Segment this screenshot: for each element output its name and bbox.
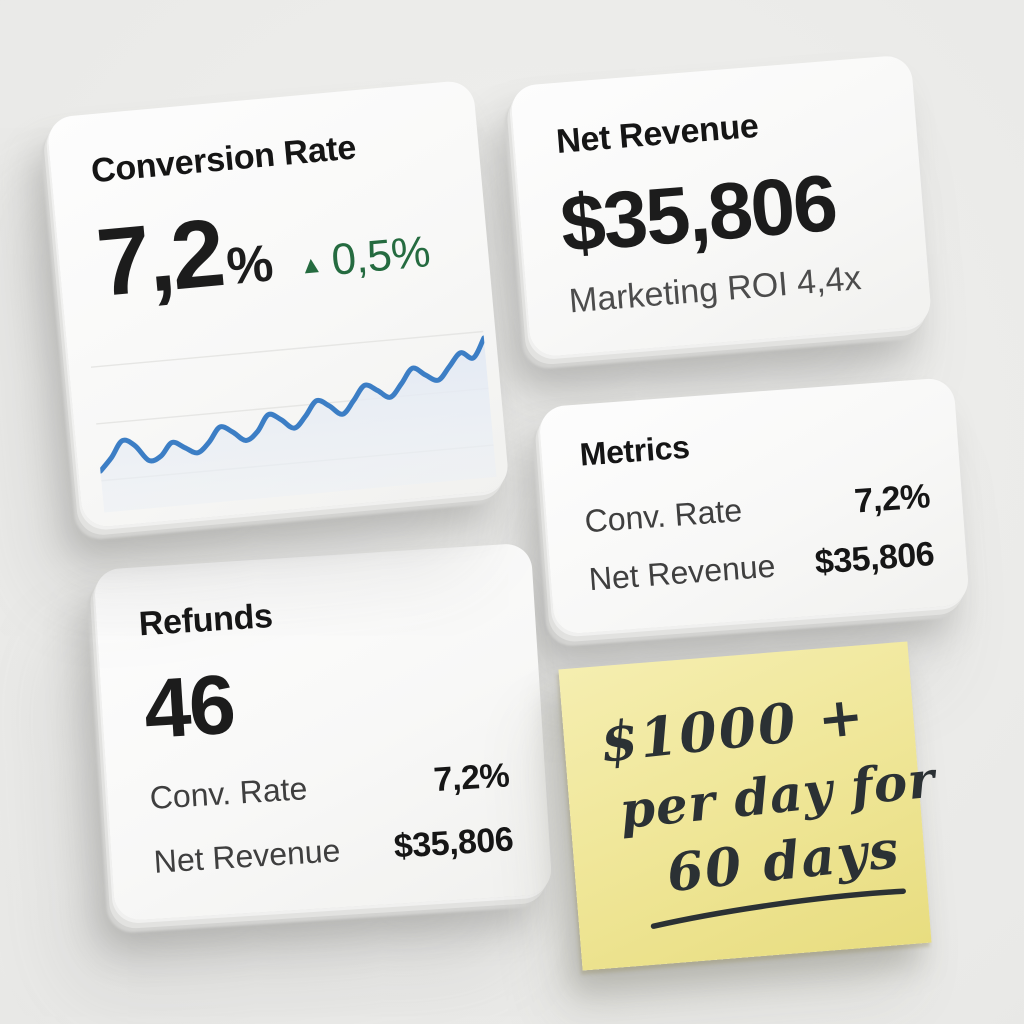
triangle-up-icon: ▲ xyxy=(298,250,325,280)
metrics-row-net-revenue: Net Revenue $35,806 xyxy=(588,535,936,599)
conversion-rate-title: Conversion Rate xyxy=(89,128,358,191)
hand-underline-stroke xyxy=(650,888,906,929)
metric-value: 7,2% xyxy=(853,477,932,521)
conversion-rate-card: Conversion Rate 7,2 % ▲ 0,5% xyxy=(46,79,510,529)
conversion-rate-value: 7,2 xyxy=(92,199,227,317)
metric-label: Net Revenue xyxy=(587,547,777,598)
conversion-rate-value-row: 7,2 % ▲ 0,5% xyxy=(92,186,432,317)
metric-label: Conv. Rate xyxy=(583,491,744,540)
refunds-title: Refunds xyxy=(137,596,274,644)
metric-value: $35,806 xyxy=(813,534,936,582)
metrics-card: Metrics Conv. Rate 7,2% Net Revenue $35,… xyxy=(538,377,970,635)
conversion-rate-delta: ▲ 0,5% xyxy=(297,227,432,289)
net-revenue-title: Net Revenue xyxy=(554,106,760,161)
metric-label: Net Revenue xyxy=(152,832,342,880)
metric-label: Conv. Rate xyxy=(148,770,309,816)
conversion-rate-delta-value: 0,5% xyxy=(329,227,432,285)
conversion-sparkline xyxy=(87,290,497,513)
sparkline-fill-path xyxy=(100,337,497,513)
refunds-value: 46 xyxy=(141,656,237,757)
conversion-rate-unit: % xyxy=(224,234,276,297)
metrics-row-conv-rate: Conv. Rate 7,2% xyxy=(583,477,931,541)
refunds-card: Refunds 46 Conv. Rate 7,2% Net Revenue $… xyxy=(93,542,553,922)
refunds-row-conv-rate: Conv. Rate 7,2% xyxy=(149,756,511,818)
metrics-title: Metrics xyxy=(578,428,691,473)
net-revenue-card: Net Revenue $35,806 Marketing ROI 4,4x xyxy=(509,54,933,358)
net-revenue-subtitle: Marketing ROI 4,4x xyxy=(567,259,863,321)
metric-value: 7,2% xyxy=(432,756,511,800)
sparkline-svg xyxy=(90,330,497,513)
sticky-note: $1000 + per day for 60 days xyxy=(558,641,938,971)
metric-value: $35,806 xyxy=(392,820,515,866)
sparkline-line-path xyxy=(97,335,487,474)
net-revenue-value: $35,806 xyxy=(557,157,839,269)
refunds-row-net-revenue: Net Revenue $35,806 xyxy=(153,820,515,882)
